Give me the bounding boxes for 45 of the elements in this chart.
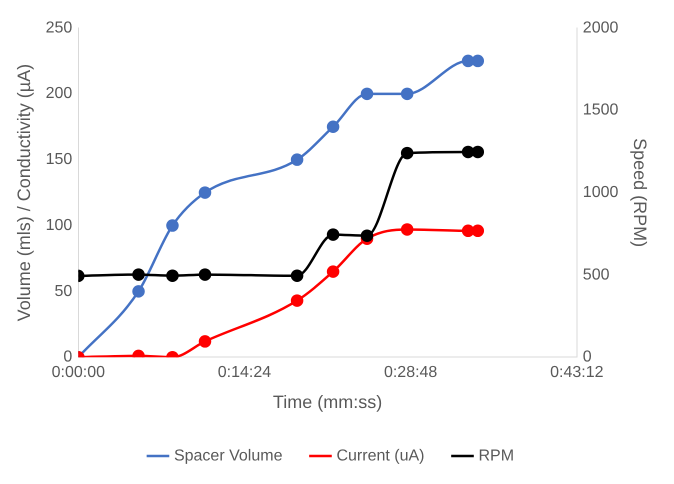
point — [400, 88, 414, 100]
point — [166, 219, 179, 232]
point — [472, 54, 484, 68]
x-tick-label: 0:14:24 — [218, 364, 272, 382]
point — [400, 146, 414, 160]
y2-tick-label: 1500 — [582, 102, 618, 119]
point — [132, 268, 145, 281]
point — [472, 224, 484, 238]
x-tick-label: 0:43:12 — [550, 364, 604, 382]
point — [326, 120, 340, 134]
point — [462, 224, 474, 238]
y-tick-label: 250 — [46, 19, 72, 36]
point — [290, 294, 304, 307]
point — [462, 146, 474, 158]
point — [198, 186, 212, 199]
point — [166, 269, 179, 282]
legend-label: Spacer Volume — [174, 447, 283, 464]
legend-label: Current (uA) — [336, 447, 424, 464]
point — [132, 285, 145, 298]
point — [462, 54, 474, 68]
point — [290, 153, 304, 166]
y2-axis-title: Speed (RPM) — [630, 138, 650, 248]
x-tick-label: 0:00:00 — [52, 364, 106, 382]
point — [198, 268, 212, 281]
y2-tick-label: 0 — [582, 348, 592, 366]
point — [360, 88, 374, 100]
y-tick-label: 150 — [46, 151, 72, 168]
point — [326, 228, 340, 241]
y-tick-label: 50 — [54, 282, 72, 300]
x-tick-label: 0:28:48 — [384, 364, 438, 382]
y2-tick-label: 500 — [582, 266, 610, 284]
y2-tick-label: 1000 — [582, 184, 618, 202]
point — [360, 229, 374, 242]
y-axis-title: Volume (mls) / Conductivity (µA) — [14, 64, 34, 322]
point — [198, 335, 212, 348]
x-axis-title: Time (mm:ss) — [272, 392, 382, 412]
y-tick-label: 200 — [46, 85, 72, 102]
y-tick-label: 100 — [46, 216, 72, 234]
point — [326, 265, 340, 278]
point — [290, 269, 304, 282]
y2-tick-label: 2000 — [582, 19, 618, 36]
point — [472, 146, 484, 158]
y-tick-label: 0 — [63, 348, 72, 366]
point — [400, 223, 414, 236]
legend-label: RPM — [478, 447, 514, 464]
